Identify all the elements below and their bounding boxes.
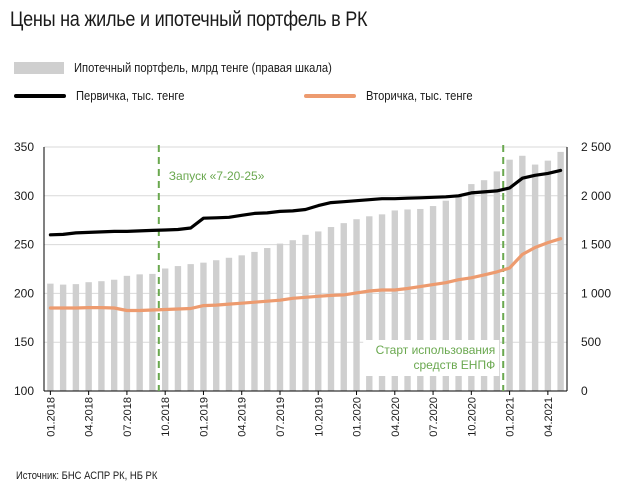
y-left-tick-label: 150: [14, 335, 34, 349]
bar: [327, 227, 335, 391]
bar: [557, 151, 564, 391]
bar: [468, 184, 475, 391]
bar: [276, 243, 284, 391]
bar: [493, 171, 501, 391]
annotation-label: Запуск «7-20-25»: [169, 169, 265, 183]
legend-swatch-secondary: [304, 93, 356, 98]
bar: [98, 281, 105, 391]
y-left-tick-label: 350: [14, 140, 34, 154]
bar: [442, 200, 450, 391]
bar: [404, 209, 411, 391]
bar: [123, 275, 131, 391]
bar: [417, 208, 424, 391]
y-right-tick-label: 2 500: [581, 140, 611, 154]
y-right-tick-label: 2 000: [581, 189, 611, 203]
bar: [366, 216, 373, 391]
legend: Ипотечный портфель, млрд тенге (правая ш…: [14, 58, 610, 118]
bar: [238, 255, 245, 391]
bar: [149, 273, 156, 391]
x-tick-label: 01.2021: [505, 397, 517, 437]
x-tick-label: 10.2020: [466, 397, 478, 437]
bar: [544, 160, 552, 391]
bar: [251, 251, 258, 391]
bar: [85, 282, 92, 391]
legend-swatch-primary: [14, 93, 66, 98]
y-right-tick-label: 500: [581, 335, 601, 349]
source-note: Источник: БНС АСПР РК, НБ РК: [16, 470, 158, 482]
y-left-tick-label: 250: [14, 238, 34, 252]
annotation-background: [363, 340, 500, 376]
x-tick-label: 04.2019: [237, 397, 249, 437]
y-right-tick-label: 1 000: [581, 286, 611, 300]
legend-swatch-bar: [14, 61, 64, 74]
bar: [353, 219, 360, 391]
bar: [174, 266, 182, 391]
bar: [161, 268, 169, 391]
bar: [110, 279, 118, 391]
bar: [264, 248, 271, 391]
legend-item-secondary: Вторичка, тыс. тенге: [304, 88, 490, 103]
bar: [519, 155, 526, 391]
x-tick-label: 07.2019: [275, 397, 287, 437]
bar: [47, 283, 54, 391]
bar: [136, 274, 143, 391]
chart-title: Цены на жилье и ипотечный портфель в РК: [10, 8, 368, 31]
bar: [429, 206, 437, 391]
legend-label-primary: Первичка, тыс. тенге: [76, 88, 185, 103]
legend-item-primary: Первичка, тыс. тенге: [14, 88, 202, 103]
series-line-secondary: [48, 237, 563, 313]
legend-item-portfolio: Ипотечный портфель, млрд тенге (правая ш…: [14, 60, 374, 75]
y-right-tick-label: 1 500: [581, 238, 611, 252]
bar: [531, 164, 539, 391]
x-tick-label: 10.2018: [160, 397, 172, 437]
bar: [200, 262, 207, 391]
legend-label-secondary: Вторичка, тыс. тенге: [366, 88, 473, 103]
bar: [302, 234, 309, 391]
x-tick-label: 04.2020: [390, 397, 402, 437]
bar: [506, 159, 513, 391]
bar: [187, 264, 194, 391]
bar: [59, 284, 67, 391]
series-line-primary: [48, 168, 563, 237]
x-tick-label: 01.2019: [198, 397, 210, 437]
x-tick-label: 01.2020: [352, 397, 364, 437]
legend-label-portfolio: Ипотечный портфель, млрд тенге (правая ш…: [74, 60, 332, 75]
bar: [315, 231, 322, 391]
y-left-tick-label: 300: [14, 189, 34, 203]
x-tick-label: 04.2018: [84, 397, 96, 437]
bar: [455, 194, 462, 391]
x-tick-label: 07.2018: [122, 397, 134, 437]
annotation-label: Старт использования: [376, 343, 496, 357]
bar: [378, 214, 386, 391]
y-right-tick-label: 0: [581, 384, 588, 398]
bar: [225, 257, 233, 391]
y-left-tick-label: 200: [14, 286, 34, 300]
bar: [289, 240, 296, 391]
x-tick-label: 07.2020: [428, 397, 440, 437]
x-tick-label: 04.2021: [543, 397, 555, 437]
x-tick-label: 01.2018: [45, 397, 57, 437]
x-tick-label: 10.2019: [313, 397, 325, 437]
annotation-label: средств ЕНПФ: [414, 358, 496, 372]
bar: [340, 223, 347, 391]
bar: [480, 180, 488, 391]
bar: [391, 210, 398, 391]
y-left-tick-label: 100: [14, 384, 34, 398]
bar: [213, 260, 220, 391]
bar: [72, 284, 80, 391]
